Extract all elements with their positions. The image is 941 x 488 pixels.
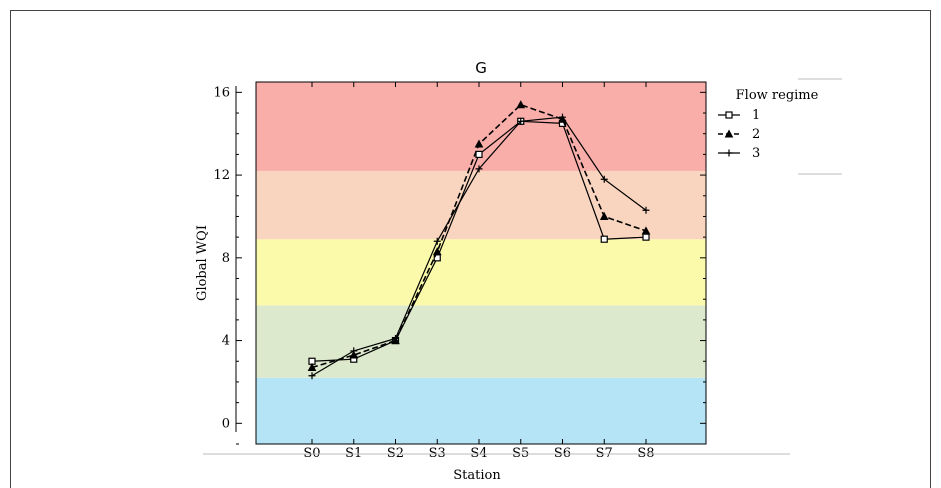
series-3-point [392, 335, 399, 343]
series-1-point [642, 233, 650, 241]
legend-label: 3 [752, 146, 760, 161]
series-2-point [349, 350, 359, 359]
legend-title: Flow regime [736, 88, 819, 103]
series-3-point [475, 165, 483, 173]
y-tick-label: 12 [213, 168, 230, 183]
x-axis-label: Station [453, 468, 501, 483]
legend: Flow regime 1 2 3 [718, 88, 819, 161]
series-2-point [516, 100, 526, 109]
legend-marker [725, 111, 733, 119]
series-3-point [308, 372, 316, 380]
y-tick-label: 0 [222, 416, 230, 431]
legend-label: 2 [752, 127, 760, 142]
series-2-point [432, 247, 442, 256]
y-tick-label: 8 [222, 251, 230, 266]
plot-area-border [255, 81, 707, 445]
y-axis: 0 4 8 12 16 [213, 85, 706, 445]
quality-band-3 [256, 170, 706, 240]
series-3-point [517, 117, 525, 125]
legend-marker [725, 149, 733, 157]
y-axis-label: Global WQI [195, 225, 210, 301]
legend-item-2: 2 [718, 127, 760, 142]
series-2-point [641, 226, 651, 235]
legend-label: 1 [752, 108, 760, 123]
chart-frame [10, 10, 931, 488]
y-tick-label: 16 [213, 85, 230, 100]
quality-band-2 [256, 239, 706, 306]
series-2-point [599, 211, 609, 220]
legend-item-3: 3 [718, 146, 760, 161]
y-tick-label: 4 [222, 334, 230, 349]
series-2-point [474, 139, 484, 148]
series-3-point [600, 175, 608, 183]
quality-bands [256, 82, 706, 444]
legend-item-1: 1 [718, 108, 760, 123]
quality-band-1 [256, 305, 706, 378]
legend-marker [724, 129, 734, 138]
series-layer [307, 100, 651, 380]
series-3-point [559, 113, 566, 121]
series-1-point [475, 150, 483, 158]
series-3-point [433, 237, 441, 245]
series-3-point [350, 347, 358, 355]
quality-band-0 [256, 377, 706, 444]
series-2-point [307, 362, 317, 371]
chart-title: G [475, 59, 487, 77]
series-3-point [642, 206, 650, 214]
series-1-point [600, 235, 608, 243]
